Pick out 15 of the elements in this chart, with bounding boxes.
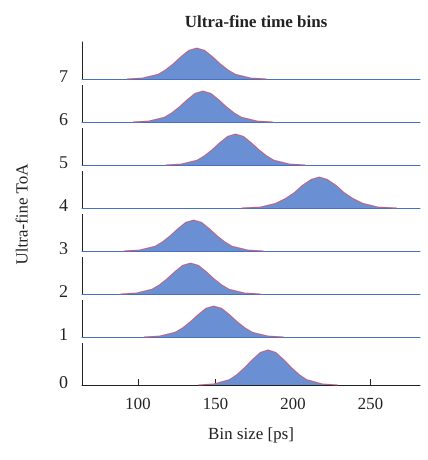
text: Ultra-fine ToA [12, 164, 32, 264]
y-axis-title: 1 [59, 324, 68, 344]
y-axis-title: 2 [59, 281, 68, 301]
y-axis-title: 4 [59, 195, 68, 215]
x-axis-title: Bin size [ps] [208, 424, 294, 443]
chart-title: Ultra-fine time bins [184, 12, 328, 31]
y-axis-title: 5 [59, 152, 68, 172]
y-axis-title: 7 [59, 66, 68, 86]
x-tick-label: 250 [358, 394, 384, 413]
x-tick-label: 150 [202, 394, 228, 413]
x-tick-label: 200 [280, 394, 306, 413]
y-axis-title: 3 [59, 238, 68, 258]
x-tick-label: 100 [125, 394, 151, 413]
y-axis-title: 6 [59, 109, 68, 129]
y-axis-title: 0 [59, 372, 68, 392]
